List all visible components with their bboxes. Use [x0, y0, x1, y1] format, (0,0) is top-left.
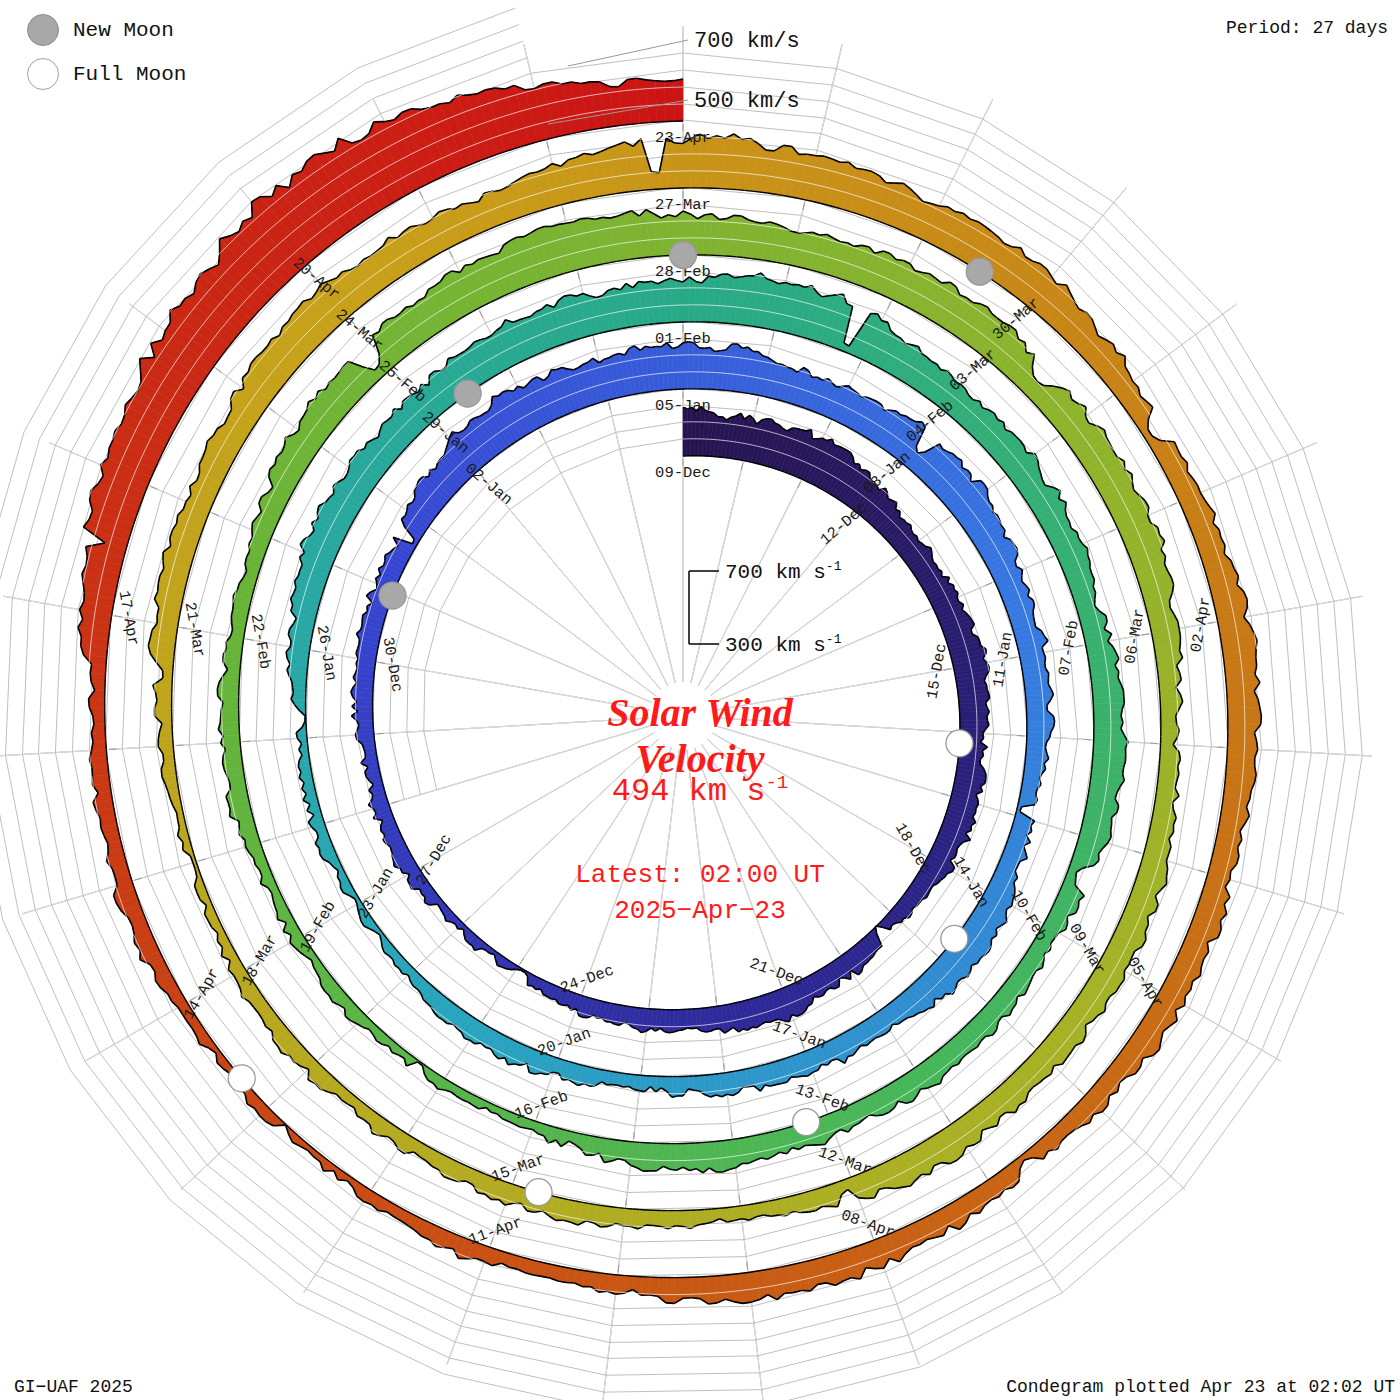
- svg-text:500 km/s: 500 km/s: [694, 89, 800, 114]
- svg-text:700 km/s: 700 km/s: [694, 29, 800, 54]
